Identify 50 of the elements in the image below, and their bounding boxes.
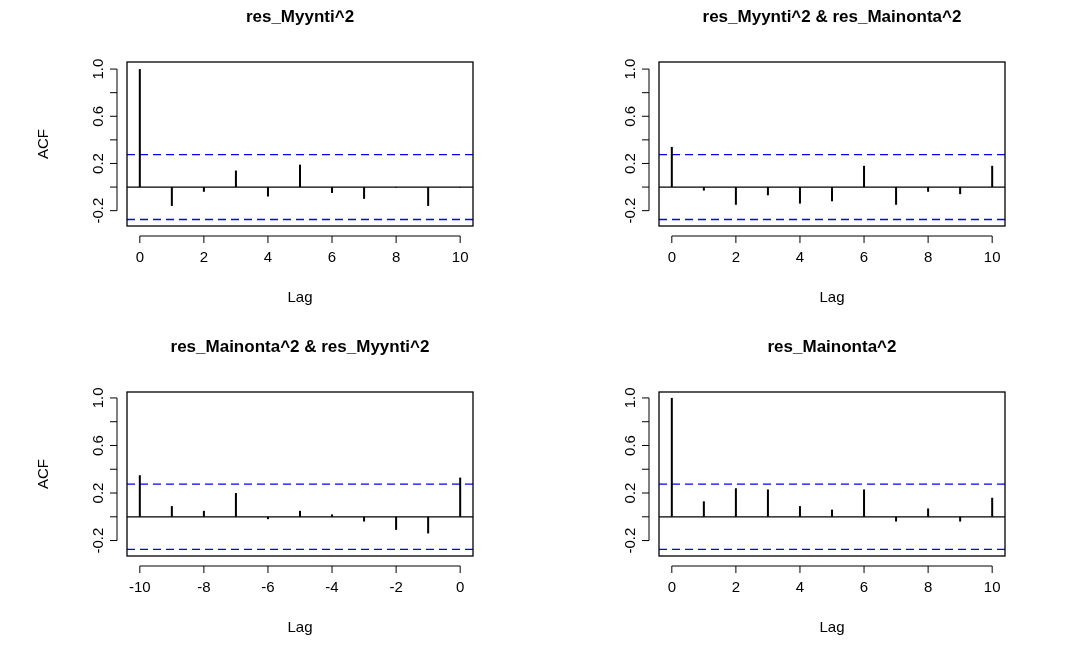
x-tick-label: 0 — [667, 578, 676, 595]
y-axis-title: ACF — [34, 459, 51, 489]
y-tick-label: -0.2 — [621, 527, 638, 554]
x-tick-label: 0 — [135, 248, 144, 265]
y-tick-label: -0.2 — [89, 527, 106, 554]
x-tick-label: 6 — [327, 248, 337, 265]
x-tick-label: 6 — [859, 578, 869, 595]
x-tick-label: 2 — [199, 248, 209, 265]
x-tick-label: 2 — [731, 248, 741, 265]
y-tick-label: 0.6 — [621, 105, 638, 127]
y-tick-label: 0.6 — [621, 435, 638, 456]
y-tick-label: 0.6 — [89, 435, 106, 456]
x-tick-label: 2 — [731, 578, 741, 595]
x-tick-label: 0 — [456, 578, 465, 595]
y-tick-label: 1.0 — [621, 58, 638, 80]
chart-title: res_Myynti^2 — [245, 7, 355, 26]
y-tick-label: -0.2 — [621, 197, 638, 224]
chart-title: res_Mainonta^2 — [767, 337, 897, 356]
y-tick-label: 0.2 — [89, 153, 106, 174]
y-axis-title: ACF — [34, 129, 51, 159]
x-tick-label: -2 — [389, 578, 403, 595]
x-tick-label: 10 — [983, 578, 1001, 595]
y-tick-label: 1.0 — [621, 387, 638, 409]
y-tick-label: -0.2 — [89, 197, 106, 224]
y-tick-label: 0.2 — [89, 482, 106, 504]
x-tick-label: 4 — [795, 578, 805, 595]
y-tick-label: 1.0 — [89, 58, 106, 80]
chart-title: res_Mainonta^2 & res_Myynti^2 — [170, 337, 430, 356]
y-tick-label: 1.0 — [89, 387, 106, 409]
x-axis-title: Lag — [819, 618, 845, 635]
x-axis-title: Lag — [287, 618, 313, 635]
x-tick-label: 8 — [923, 248, 933, 265]
x-tick-label: 4 — [795, 248, 805, 265]
x-tick-label: 0 — [667, 248, 676, 265]
x-tick-label: 8 — [391, 248, 401, 265]
x-tick-label: 6 — [859, 248, 869, 265]
x-tick-label: -10 — [128, 578, 151, 595]
x-axis-title: Lag — [819, 288, 845, 305]
y-tick-label: 0.2 — [621, 153, 638, 174]
y-tick-label: 0.6 — [89, 105, 106, 127]
x-tick-label: 8 — [923, 578, 933, 595]
x-tick-label: 10 — [983, 248, 1001, 265]
x-tick-label: 10 — [451, 248, 469, 265]
y-tick-label: 0.2 — [621, 482, 638, 504]
x-tick-label: -4 — [325, 578, 339, 595]
x-axis-title: Lag — [287, 288, 313, 305]
x-tick-label: -8 — [197, 578, 211, 595]
x-tick-label: -6 — [261, 578, 275, 595]
x-tick-label: 4 — [263, 248, 273, 265]
chart-title: res_Myynti^2 & res_Mainonta^2 — [702, 7, 962, 26]
